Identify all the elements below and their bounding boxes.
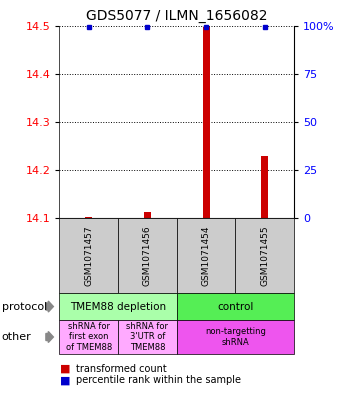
Bar: [118, 320, 177, 354]
Text: shRNA for
3'UTR of
TMEM88: shRNA for 3'UTR of TMEM88: [126, 322, 169, 352]
Bar: [177, 218, 235, 293]
Bar: [261, 156, 268, 218]
Text: non-targetting
shRNA: non-targetting shRNA: [205, 327, 266, 347]
Bar: [59, 293, 177, 320]
Bar: [59, 320, 118, 354]
FancyArrow shape: [46, 301, 53, 312]
Bar: [85, 217, 92, 218]
Text: ■: ■: [59, 375, 70, 386]
Text: ■: ■: [59, 364, 70, 374]
Text: transformed count: transformed count: [76, 364, 167, 374]
Text: GSM1071457: GSM1071457: [84, 225, 93, 286]
Text: GSM1071455: GSM1071455: [260, 225, 269, 286]
Text: percentile rank within the sample: percentile rank within the sample: [76, 375, 241, 386]
Text: protocol: protocol: [2, 301, 47, 312]
Text: control: control: [217, 301, 254, 312]
Bar: [177, 320, 294, 354]
Bar: [235, 218, 294, 293]
Text: GSM1071456: GSM1071456: [143, 225, 152, 286]
FancyArrow shape: [46, 331, 53, 342]
Text: GSM1071454: GSM1071454: [202, 225, 210, 286]
Bar: [203, 27, 210, 218]
Text: other: other: [2, 332, 31, 342]
Title: GDS5077 / ILMN_1656082: GDS5077 / ILMN_1656082: [86, 9, 268, 23]
Bar: [118, 218, 177, 293]
Text: shRNA for
first exon
of TMEM88: shRNA for first exon of TMEM88: [66, 322, 112, 352]
Bar: [144, 212, 151, 218]
Bar: [59, 218, 118, 293]
Bar: [177, 293, 294, 320]
Text: TMEM88 depletion: TMEM88 depletion: [70, 301, 166, 312]
